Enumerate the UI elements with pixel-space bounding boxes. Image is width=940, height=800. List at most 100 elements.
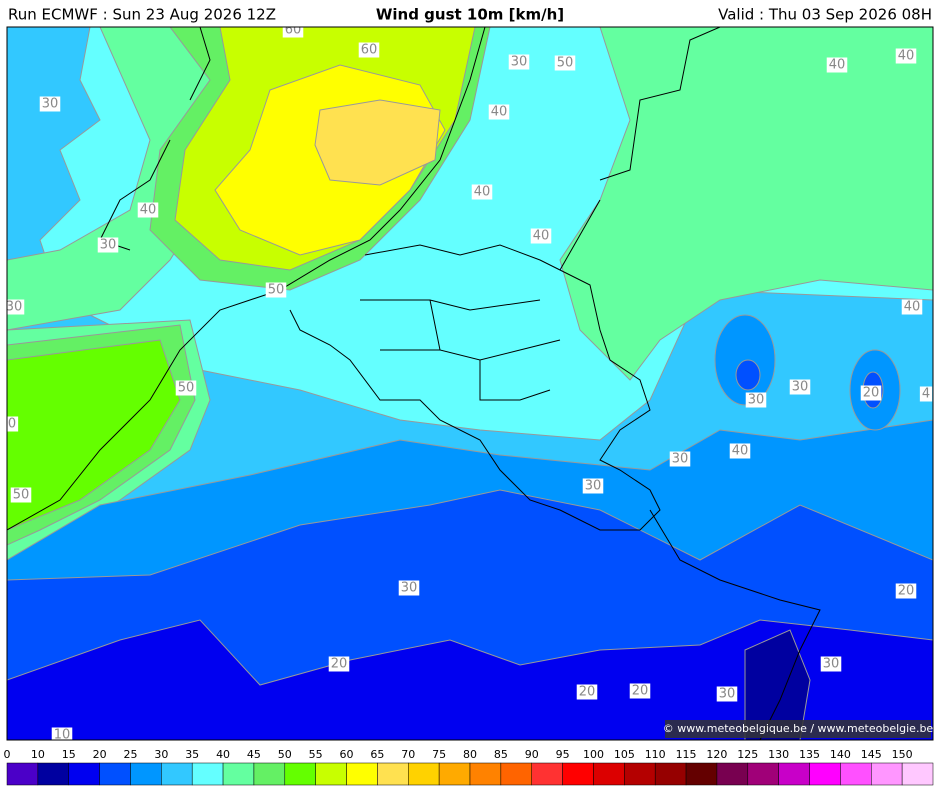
- legend-label: 45: [247, 748, 261, 761]
- contour-label: 40: [140, 203, 157, 218]
- contour-label-box: [745, 392, 767, 408]
- contour-label: 50: [13, 488, 30, 503]
- contour-label: 20: [898, 584, 915, 599]
- contour-label-box: [729, 443, 751, 459]
- legend-swatch: [438, 762, 471, 786]
- contour-label: 50: [178, 381, 195, 396]
- contour-label-box: [716, 686, 738, 702]
- copyright-box: [665, 720, 931, 738]
- legend-label: 115: [676, 748, 697, 761]
- contour-label: 30: [6, 300, 23, 315]
- legend-label: 95: [556, 748, 570, 761]
- contour-label: 60: [361, 43, 378, 58]
- contour-label-box: [895, 48, 917, 64]
- contour-label: 20: [863, 386, 880, 401]
- contour-label-box: [39, 96, 61, 112]
- legend-swatch: [531, 762, 563, 786]
- legend-label: 70: [401, 748, 415, 761]
- legend-swatch: [809, 762, 841, 786]
- legend-swatch: [222, 762, 255, 786]
- legend-swatch: [191, 762, 224, 786]
- legend-label: 80: [463, 748, 477, 761]
- contour-label-box: [471, 184, 493, 200]
- legend-label: 125: [737, 748, 758, 761]
- legend-swatch: [901, 762, 934, 786]
- contour-label-box: [582, 478, 604, 494]
- contour-label-box: [488, 104, 510, 120]
- valid-info: Valid : Thu 03 Sep 2026 08H: [718, 6, 932, 24]
- legend-label: 30: [154, 748, 168, 761]
- legend-swatch: [716, 762, 749, 786]
- legend-label: 90: [525, 748, 539, 761]
- legend-label: 50: [278, 748, 292, 761]
- legend-swatch: [469, 762, 502, 786]
- legend-swatch: [130, 762, 162, 786]
- contour-label: 60: [285, 23, 302, 38]
- legend-swatch: [624, 762, 656, 786]
- contour-label-box: [820, 656, 842, 672]
- border: [559, 27, 821, 740]
- field: [559, 27, 933, 381]
- legend-label: 110: [645, 748, 666, 761]
- contour-label-box: [895, 583, 917, 599]
- contour-label-box: [860, 385, 882, 401]
- contour-label-box: [7, 299, 25, 315]
- contour-label-box: [629, 683, 651, 699]
- legend-label: 40: [216, 748, 230, 761]
- contour-label: 20: [632, 684, 649, 699]
- contour-label-box: [175, 380, 197, 396]
- province-border: [360, 299, 561, 401]
- contour-label-box: [51, 727, 73, 740]
- contour-label-box: [669, 451, 691, 467]
- contour-label: 30: [100, 238, 117, 253]
- contour-label-box: [508, 54, 530, 70]
- legend-label: 0: [4, 748, 11, 761]
- copyright: © www.meteobelgique.be / www.meteobelgie…: [663, 722, 934, 735]
- contour-label-box: [7, 416, 19, 432]
- legend-swatch: [747, 762, 779, 786]
- legend-swatch: [778, 762, 810, 786]
- contour-label-box: [530, 228, 552, 244]
- field: [7, 339, 181, 531]
- contour-label-box: [358, 42, 380, 58]
- contour-label: 20: [579, 685, 596, 700]
- contour-label: 40: [829, 58, 846, 73]
- legend-label: 150: [892, 748, 913, 761]
- legend-label: 55: [309, 748, 323, 761]
- legend-label: 60: [340, 748, 354, 761]
- contour-label: 30: [585, 479, 602, 494]
- contour-label: 30: [719, 687, 736, 702]
- legend-swatch: [346, 762, 378, 786]
- field: [7, 619, 933, 740]
- legend-swatch: [284, 762, 316, 786]
- contour-label: 50: [557, 56, 574, 71]
- legend-label: 10: [31, 748, 45, 761]
- legend-swatch: [500, 762, 532, 786]
- contour-label: 30: [42, 97, 59, 112]
- contour-label-box: [554, 55, 576, 71]
- legend-label: 85: [494, 748, 508, 761]
- legend-label: 20: [93, 748, 107, 761]
- legend-label: 15: [62, 748, 76, 761]
- contour-label: 30: [672, 452, 689, 467]
- legend-label: 100: [583, 748, 604, 761]
- legend-swatch: [562, 762, 594, 786]
- legend-label: 75: [432, 748, 446, 761]
- contour-label: 40: [732, 444, 749, 459]
- contour-label-box: [826, 57, 848, 73]
- contour-label-box: [789, 379, 811, 395]
- map-title: Wind gust 10m [km/h]: [376, 6, 564, 24]
- contour-label-box: [265, 282, 287, 298]
- field: [314, 99, 441, 186]
- legend-swatch: [871, 762, 903, 786]
- contour-label-box: [10, 487, 32, 503]
- contour-label-box: [328, 656, 350, 672]
- legend-swatch: [377, 762, 409, 786]
- legend-swatch: [68, 762, 100, 786]
- legend-swatch: [253, 762, 286, 786]
- contour-label: 4: [922, 387, 930, 402]
- map-frame: [6, 26, 934, 741]
- contour-label: 30: [401, 581, 418, 596]
